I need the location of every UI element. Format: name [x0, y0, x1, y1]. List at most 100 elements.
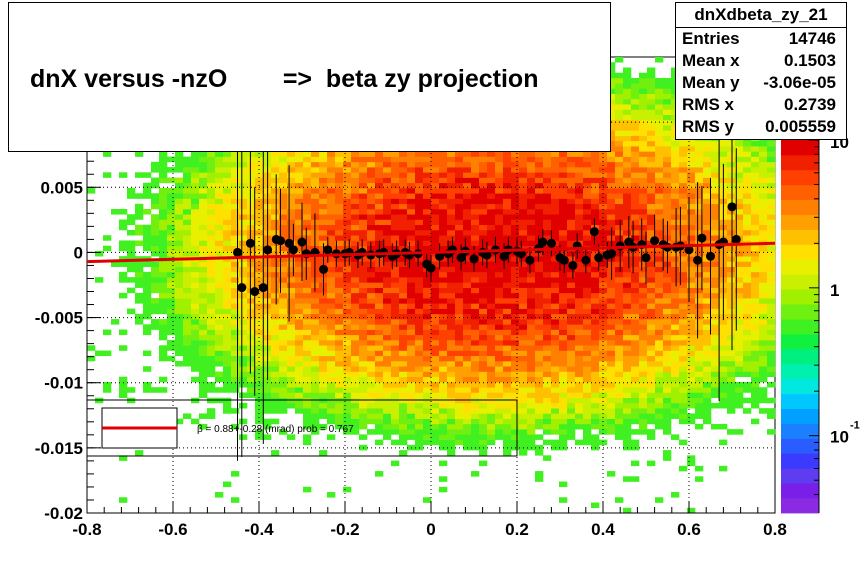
heatmap-cell	[391, 193, 400, 199]
heatmap-cell	[575, 313, 584, 320]
heatmap-cell	[639, 350, 648, 357]
heatmap-cell	[463, 303, 472, 309]
heatmap-cell	[439, 209, 448, 215]
heatmap-cell	[543, 193, 552, 199]
heatmap-cell	[367, 303, 376, 309]
heatmap-cell	[191, 266, 200, 273]
heatmap-cell	[503, 287, 512, 294]
heatmap-cell	[367, 402, 376, 409]
heatmap-cell	[407, 177, 416, 184]
heatmap-cell	[191, 198, 200, 205]
heatmap-cell	[255, 329, 264, 336]
heatmap-cell	[311, 355, 320, 362]
heatmap-cell	[615, 146, 624, 152]
heatmap-cell	[231, 497, 240, 503]
heatmap-cell	[567, 214, 576, 220]
heatmap-cell	[503, 308, 512, 315]
heatmap-cell	[687, 261, 696, 267]
heatmap-cell	[639, 114, 648, 121]
heatmap-cell	[311, 308, 320, 315]
heatmap-cell	[487, 298, 496, 304]
heatmap-cell	[695, 282, 704, 288]
heatmap-cell	[583, 366, 592, 372]
heatmap-cell	[503, 172, 512, 178]
heatmap-cell	[455, 188, 464, 194]
heatmap-cell	[503, 229, 512, 236]
heatmap-cell	[143, 366, 152, 372]
heatmap-cell	[479, 376, 488, 383]
heatmap-cell	[439, 460, 448, 467]
heatmap-cell	[567, 381, 576, 388]
heatmap-cell	[551, 167, 560, 173]
heatmap-cell	[639, 313, 648, 320]
heatmap-cell	[183, 224, 192, 231]
heatmap-cell	[663, 214, 672, 220]
heatmap-cell	[671, 387, 680, 393]
heatmap-cell	[703, 381, 712, 388]
heatmap-cell	[591, 240, 600, 246]
heatmap-cell	[383, 256, 392, 262]
heatmap-cell	[439, 203, 448, 210]
heatmap-cell	[383, 387, 392, 393]
heatmap-cell	[647, 119, 656, 126]
heatmap-cell	[631, 340, 640, 346]
heatmap-cell	[359, 261, 368, 267]
heatmap-cell	[655, 497, 664, 503]
heatmap-cell	[439, 439, 448, 446]
heatmap-cell	[679, 167, 688, 173]
heatmap-cell	[215, 313, 224, 320]
heatmap-cell	[127, 219, 136, 226]
heatmap-cell	[431, 167, 440, 173]
heatmap-cell	[551, 340, 560, 346]
heatmap-cell	[647, 188, 656, 194]
heatmap-cell	[631, 355, 640, 362]
heatmap-cell	[407, 198, 416, 205]
heatmap-cell	[447, 340, 456, 346]
heatmap-cell	[399, 224, 408, 231]
heatmap-cell	[463, 387, 472, 393]
heatmap-cell	[583, 397, 592, 404]
heatmap-cell	[159, 292, 168, 299]
heatmap-cell	[591, 172, 600, 178]
heatmap-cell	[687, 193, 696, 199]
heatmap-cell	[431, 361, 440, 367]
heatmap-cell	[207, 387, 216, 393]
heatmap-cell	[679, 177, 688, 184]
heatmap-cell	[407, 282, 416, 288]
heatmap-cell	[655, 350, 664, 357]
heatmap-cell	[671, 355, 680, 362]
heatmap-cell	[591, 340, 600, 346]
heatmap-cell	[519, 182, 528, 189]
heatmap-cell	[327, 350, 336, 357]
heatmap-cell	[559, 402, 568, 409]
heatmap-cell	[383, 266, 392, 273]
heatmap-cell	[303, 387, 312, 393]
heatmap-cell	[615, 93, 624, 100]
heatmap-cell	[439, 350, 448, 357]
heatmap-cell	[439, 340, 448, 346]
heatmap-cell	[687, 229, 696, 236]
heatmap-cell	[615, 381, 624, 388]
heatmap-cell	[623, 313, 632, 320]
heatmap-cell	[207, 161, 216, 168]
heatmap-cell	[607, 413, 616, 419]
heatmap-cell	[319, 229, 328, 236]
heatmap-cell	[647, 261, 656, 267]
heatmap-cell	[655, 188, 664, 194]
heatmap-cell	[191, 224, 200, 231]
heatmap-cell	[359, 172, 368, 178]
heatmap-cell	[535, 308, 544, 315]
heatmap-cell	[703, 193, 712, 199]
heatmap-cell	[431, 340, 440, 346]
heatmap-cell	[471, 219, 480, 226]
heatmap-cell	[575, 366, 584, 372]
heatmap-cell	[335, 182, 344, 189]
heatmap-cell	[591, 282, 600, 288]
heatmap-cell	[719, 151, 728, 157]
heatmap-cell	[319, 198, 328, 205]
heatmap-cell	[375, 392, 384, 398]
heatmap-cell	[511, 219, 520, 226]
heatmap-cell	[199, 245, 208, 252]
heatmap-cell	[311, 402, 320, 409]
heatmap-cell	[631, 167, 640, 173]
